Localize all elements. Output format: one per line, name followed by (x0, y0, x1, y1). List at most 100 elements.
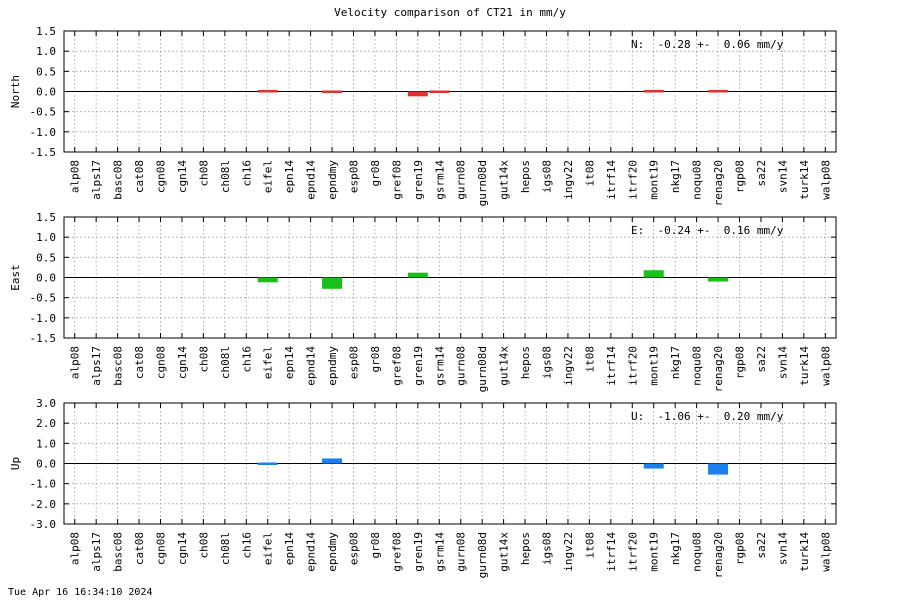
x-tick-label: gurn08 (455, 532, 468, 572)
bar-epndmy (322, 90, 343, 93)
x-tick-label: igs08 (541, 532, 554, 565)
x-tick-label: noqu08 (691, 346, 704, 386)
x-tick-label: cgn08 (155, 160, 168, 193)
x-tick-label: ch08 (197, 532, 210, 559)
x-tick-label: itrf20 (626, 346, 639, 386)
x-tick-label: turk14 (798, 160, 811, 200)
x-tick-label: gr08 (369, 160, 382, 187)
x-tick-label: gsrm14 (433, 346, 446, 386)
x-tick-label: ch16 (240, 532, 253, 559)
y-axis-label: North (9, 75, 22, 108)
x-tick-label: alp08 (69, 532, 82, 565)
x-tick-label: gsrm14 (433, 532, 446, 572)
x-tick-label: epnd14 (305, 160, 318, 200)
x-tick-label: renag20 (712, 160, 725, 206)
x-tick-label: gurn08d (476, 346, 489, 392)
x-tick-label: svn14 (776, 160, 789, 193)
x-tick-label: svn14 (776, 532, 789, 565)
x-tick-label: ch08l (219, 532, 232, 565)
x-tick-label: ch16 (240, 160, 253, 187)
x-tick-label: epnd14 (305, 346, 318, 386)
y-tick-label: -1.0 (30, 126, 57, 139)
y-axis-label: Up (9, 457, 22, 470)
stat-annotation: U: -1.06 +- 0.20 mm/y (631, 410, 784, 423)
bar-epndmy (322, 458, 343, 464)
x-tick-label: epn14 (283, 160, 296, 193)
x-tick-label: gurn08d (476, 532, 489, 578)
x-tick-label: turk14 (798, 532, 811, 572)
y-tick-label: 0.5 (36, 65, 56, 78)
x-tick-label: itrf14 (605, 346, 618, 386)
bar-gren19 (407, 91, 428, 97)
x-tick-label: gren19 (412, 160, 425, 200)
x-tick-label: ch08 (197, 160, 210, 187)
x-tick-label: rgp08 (734, 532, 747, 565)
x-tick-label: gref08 (390, 160, 403, 200)
x-tick-label: hepos (519, 532, 532, 565)
x-tick-label: noqu08 (691, 532, 704, 572)
x-tick-label: gsrm14 (433, 160, 446, 200)
y-tick-label: 1.0 (36, 231, 56, 244)
y-tick-label: 1.5 (36, 211, 56, 224)
plot-frame (63, 216, 837, 339)
timestamp-footer: Tue Apr 16 16:34:10 2024 (8, 587, 153, 598)
x-tick-label: cat08 (133, 532, 146, 565)
chart-title: Velocity comparison of CT21 in mm/y (334, 6, 566, 19)
bar-mont19 (643, 270, 664, 278)
x-tick-label: epndmy (326, 346, 339, 386)
x-tick-label: it08 (583, 532, 596, 559)
x-tick-label: walp08 (819, 160, 832, 200)
y-tick-label: 0.0 (36, 458, 56, 471)
x-tick-label: it08 (583, 160, 596, 187)
y-tick-label: -0.5 (30, 106, 57, 119)
x-tick-label: cgn08 (155, 532, 168, 565)
bar-gsrm14 (429, 90, 450, 93)
stat-annotation: E: -0.24 +- 0.16 mm/y (631, 224, 784, 237)
y-tick-label: -1.0 (30, 312, 57, 325)
x-tick-label: sa22 (755, 346, 768, 373)
x-tick-label: turk14 (798, 346, 811, 386)
x-tick-label: ingv22 (562, 160, 575, 200)
y-tick-label: -1.0 (30, 478, 57, 491)
x-tick-label: mont19 (648, 346, 661, 386)
x-tick-label: gurn08d (476, 160, 489, 206)
x-tick-label: gref08 (390, 532, 403, 572)
x-tick-label: sa22 (755, 160, 768, 187)
x-tick-label: nkg17 (669, 532, 682, 565)
x-tick-label: walp08 (819, 346, 832, 386)
x-tick-label: basc08 (112, 160, 125, 200)
x-tick-label: itrf14 (605, 160, 618, 200)
x-tick-label: basc08 (112, 346, 125, 386)
bar-renag20 (708, 463, 729, 475)
bar-eifel (257, 90, 278, 93)
y-tick-label: 0.5 (36, 251, 56, 264)
x-tick-label: gut14x (498, 532, 511, 572)
plot-frame (63, 402, 837, 525)
x-tick-label: ingv22 (562, 532, 575, 572)
x-tick-label: igs08 (541, 346, 554, 379)
x-tick-label: mont19 (648, 160, 661, 200)
x-tick-label: eifel (262, 346, 275, 379)
x-tick-label: epn14 (283, 346, 296, 379)
x-tick-label: ch08l (219, 160, 232, 193)
x-tick-label: itrf20 (626, 532, 639, 572)
x-tick-label: gr08 (369, 346, 382, 373)
x-tick-label: cgn14 (176, 160, 189, 193)
x-tick-label: alps17 (90, 532, 103, 572)
x-tick-label: esp08 (348, 160, 361, 193)
x-tick-label: alps17 (90, 346, 103, 386)
x-tick-label: gurn08 (455, 346, 468, 386)
y-tick-label: 1.5 (36, 25, 56, 38)
x-tick-label: esp08 (348, 346, 361, 379)
x-tick-label: alp08 (69, 346, 82, 379)
y-tick-label: 0.0 (36, 86, 56, 99)
y-tick-label: -0.5 (30, 292, 57, 305)
bar-eifel (257, 277, 278, 283)
x-tick-label: gut14x (498, 346, 511, 386)
y-tick-label: 1.0 (36, 437, 56, 450)
x-tick-label: gr08 (369, 532, 382, 559)
plot-frame (63, 30, 837, 153)
bar-eifel (257, 462, 278, 465)
bar-gren19 (407, 272, 428, 278)
